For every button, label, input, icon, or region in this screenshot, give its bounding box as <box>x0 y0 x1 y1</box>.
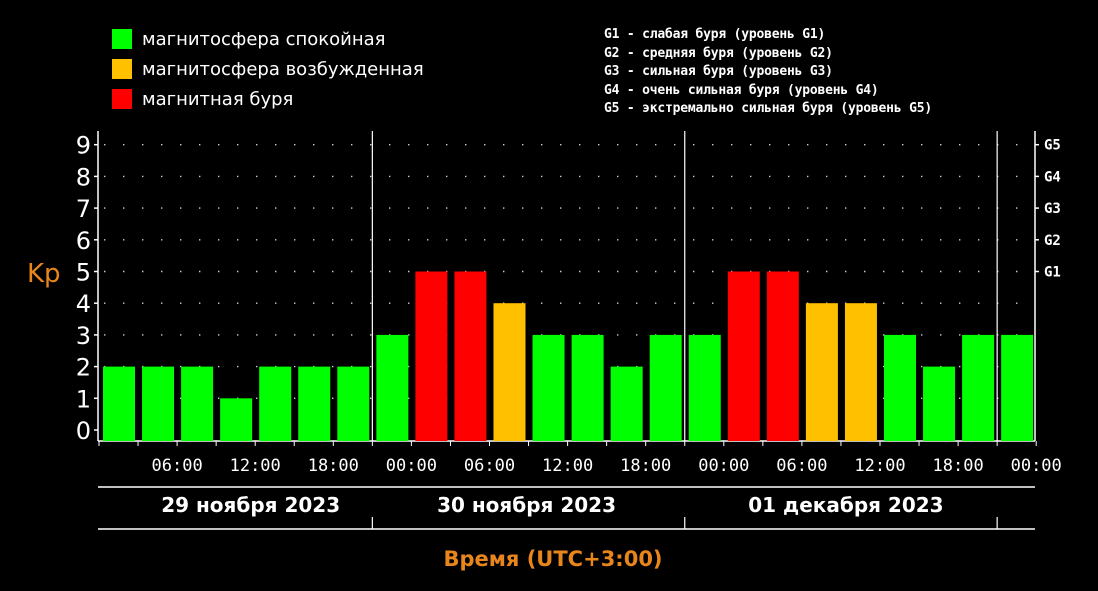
y-tick-label: 7 <box>76 195 91 223</box>
legend-item-excited: магнитосфера возбужденная <box>112 54 424 84</box>
kp-bar <box>103 366 135 441</box>
x-tick-label: 06:00 <box>776 456 827 476</box>
y-tick-label: 2 <box>76 354 91 382</box>
kp-bar <box>415 271 448 441</box>
kp-bar <box>649 334 682 441</box>
kp-bar <box>962 334 995 441</box>
x-tick-label: 00:00 <box>386 456 437 476</box>
kp-bar <box>181 366 214 441</box>
storm-level-g5: G5 - экстремально сильная буря (уровень … <box>604 101 932 116</box>
x-tick-label: 00:00 <box>698 456 749 476</box>
legend-item-storm: магнитная буря <box>112 84 424 114</box>
x-tick-label: 12:00 <box>854 456 905 476</box>
kp-bar <box>923 366 956 441</box>
legend-swatch-storm <box>112 89 132 109</box>
x-tick-label: 18:00 <box>620 456 671 476</box>
day-label: 01 декабря 2023 <box>748 493 943 517</box>
kp-bar <box>727 271 760 441</box>
y-tick-label: 1 <box>76 385 91 413</box>
kp-bar <box>805 303 838 441</box>
kp-bar <box>766 271 799 441</box>
y-tick-label: 9 <box>76 132 91 160</box>
legend-label-storm: магнитная буря <box>142 88 294 110</box>
y-tick-label: 4 <box>76 290 91 318</box>
kp-bar <box>532 334 565 441</box>
g-level-label: G4 <box>1044 169 1061 185</box>
kp-bar <box>1001 334 1034 441</box>
kp-bar <box>454 271 487 441</box>
storm-level-key: G1 - слабая буря (уровень G1) G2 - средн… <box>604 26 932 119</box>
legend-label-excited: магнитосфера возбужденная <box>142 58 424 80</box>
y-tick-label: 0 <box>76 417 91 445</box>
x-tick-label: 18:00 <box>308 456 359 476</box>
g-level-label: G2 <box>1044 233 1061 249</box>
g-level-label: G1 <box>1044 265 1061 281</box>
y-tick-label: 5 <box>76 259 91 287</box>
day-label: 30 ноября 2023 <box>437 493 616 517</box>
y-tick-label: 8 <box>76 163 91 191</box>
kp-bar <box>610 366 643 441</box>
g-level-label: G3 <box>1044 201 1061 217</box>
storm-level-g3: G3 - сильная буря (уровень G3) <box>604 64 833 79</box>
kp-bar <box>298 366 331 441</box>
x-tick-label: 06:00 <box>152 456 203 476</box>
legend-swatch-excited <box>112 59 132 79</box>
x-tick-label: 06:00 <box>464 456 515 476</box>
day-label: 29 ноября 2023 <box>161 493 340 517</box>
x-axis-label: Время (UTC+3:00) <box>443 547 662 571</box>
kp-bar <box>142 366 175 441</box>
storm-level-g1: G1 - слабая буря (уровень G1) <box>604 27 826 42</box>
storm-level-g4: G4 - очень сильная буря (уровень G4) <box>604 82 879 98</box>
kp-bar <box>844 303 877 441</box>
legend-swatch-calm <box>112 29 132 49</box>
kp-bar <box>493 303 526 441</box>
g-level-label: G5 <box>1044 138 1061 154</box>
y-tick-label: 3 <box>76 322 91 350</box>
x-tick-label: 12:00 <box>542 456 593 476</box>
legend-label-calm: магнитосфера спокойная <box>142 28 386 50</box>
kp-bar <box>337 366 370 441</box>
x-tick-label: 00:00 <box>1011 456 1062 476</box>
kp-bar <box>376 334 409 441</box>
kp-bar <box>259 366 292 441</box>
legend-item-calm: магнитосфера спокойная <box>112 24 424 54</box>
x-tick-label: 18:00 <box>933 456 984 476</box>
y-tick-label: 6 <box>76 227 91 255</box>
kp-bar <box>884 334 916 441</box>
kp-bar <box>571 334 604 441</box>
kp-bar <box>688 334 721 441</box>
x-tick-label: 12:00 <box>230 456 281 476</box>
storm-level-g2: G2 - средняя буря (уровень G2) <box>604 45 833 61</box>
kp-bar <box>220 398 253 441</box>
legend: магнитосфера спокойная магнитосфера возб… <box>112 24 424 114</box>
y-axis-label: Kp <box>27 259 61 289</box>
